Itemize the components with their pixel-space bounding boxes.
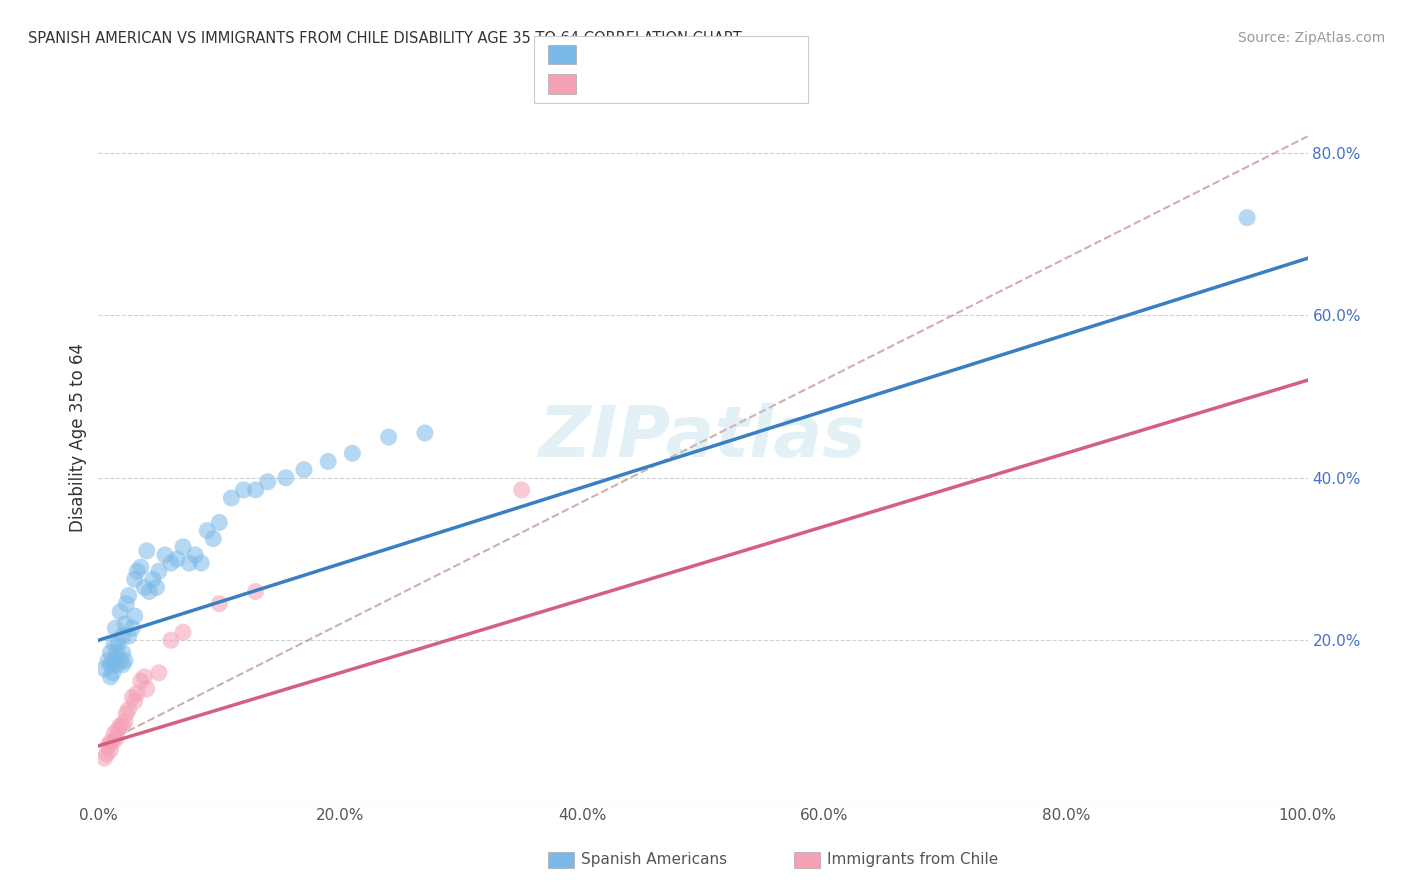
Point — [101, 665, 124, 680]
Y-axis label: Disability Age 35 to 64: Disability Age 35 to 64 — [69, 343, 87, 532]
Point — [105, 731, 128, 745]
Point — [166, 552, 188, 566]
Point — [114, 617, 136, 632]
Text: 26: 26 — [714, 75, 735, 93]
Point — [184, 548, 207, 562]
Text: Immigrants from Chile: Immigrants from Chile — [827, 853, 998, 867]
Point — [202, 532, 225, 546]
Point — [103, 637, 125, 651]
Point — [172, 625, 194, 640]
Point — [208, 597, 231, 611]
Point — [195, 524, 218, 538]
Point — [100, 645, 122, 659]
Point — [127, 564, 149, 578]
Point — [118, 702, 141, 716]
Text: ZIPatlas: ZIPatlas — [540, 402, 866, 472]
Point — [108, 654, 131, 668]
Point — [145, 581, 167, 595]
Point — [413, 425, 436, 440]
Point — [97, 654, 120, 668]
Point — [118, 629, 141, 643]
Point — [190, 556, 212, 570]
Text: N =: N = — [675, 75, 723, 93]
Text: Spanish Americans: Spanish Americans — [581, 853, 727, 867]
Point — [127, 686, 149, 700]
Point — [172, 540, 194, 554]
Point — [101, 654, 124, 668]
Point — [104, 621, 127, 635]
Point — [245, 483, 267, 497]
Point — [121, 621, 143, 635]
Point — [342, 446, 364, 460]
Point — [96, 747, 118, 761]
Point — [142, 572, 165, 586]
Point — [135, 681, 157, 696]
Point — [105, 645, 128, 659]
Point — [124, 608, 146, 623]
Text: 0.748: 0.748 — [616, 75, 664, 93]
Point — [221, 491, 243, 505]
Point — [97, 739, 120, 753]
Point — [118, 589, 141, 603]
Point — [114, 714, 136, 729]
Text: R =: R = — [588, 75, 624, 93]
Point — [208, 516, 231, 530]
Point — [129, 560, 152, 574]
Point — [153, 548, 176, 562]
Point — [107, 637, 129, 651]
Point — [124, 694, 146, 708]
Point — [101, 735, 124, 749]
Point — [111, 657, 134, 672]
Point — [232, 483, 254, 497]
Point — [103, 727, 125, 741]
Point — [256, 475, 278, 489]
Point — [1236, 211, 1258, 225]
Point — [138, 584, 160, 599]
Point — [105, 657, 128, 672]
Point — [160, 556, 183, 570]
Point — [135, 544, 157, 558]
Point — [160, 633, 183, 648]
Point — [124, 572, 146, 586]
Point — [377, 430, 399, 444]
Point — [179, 556, 201, 570]
Point — [93, 662, 115, 676]
Text: SPANISH AMERICAN VS IMMIGRANTS FROM CHILE DISABILITY AGE 35 TO 64 CORRELATION CH: SPANISH AMERICAN VS IMMIGRANTS FROM CHIL… — [28, 31, 742, 46]
Point — [111, 718, 134, 732]
Point — [245, 584, 267, 599]
Point — [107, 723, 129, 737]
Text: N =: N = — [675, 45, 723, 63]
Point — [108, 605, 131, 619]
Point — [100, 657, 122, 672]
Point — [115, 706, 138, 721]
Point — [111, 645, 134, 659]
Point — [121, 690, 143, 705]
Point — [510, 483, 533, 497]
Point — [316, 454, 339, 468]
Point — [100, 743, 122, 757]
Point — [93, 751, 115, 765]
Point — [115, 597, 138, 611]
Point — [274, 471, 297, 485]
Text: 54: 54 — [714, 45, 735, 63]
Point — [148, 564, 170, 578]
Point — [292, 462, 315, 476]
Point — [111, 629, 134, 643]
Point — [134, 581, 156, 595]
Text: Source: ZipAtlas.com: Source: ZipAtlas.com — [1237, 31, 1385, 45]
Point — [100, 670, 122, 684]
Text: R =: R = — [588, 45, 624, 63]
Point — [108, 718, 131, 732]
Point — [148, 665, 170, 680]
Point — [129, 673, 152, 688]
Text: 0.625: 0.625 — [616, 45, 664, 63]
Point — [114, 654, 136, 668]
Point — [100, 735, 122, 749]
Point — [134, 670, 156, 684]
